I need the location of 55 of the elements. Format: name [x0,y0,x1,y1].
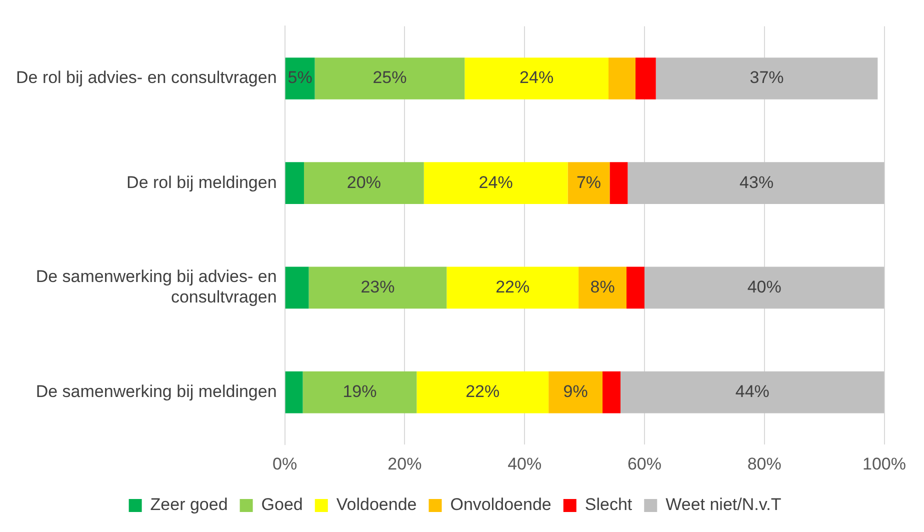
data-label: 43% [740,172,774,192]
y-tick-label: De samenwerking bij advies- en consultvragen [36,267,277,307]
bar [446,266,579,309]
bar [314,58,465,100]
bar [602,371,620,414]
bar [464,58,609,100]
bar [626,266,644,309]
data-label: 19% [342,382,377,401]
bar [548,371,603,414]
data-label: 44% [735,382,770,401]
data-label: 24% [520,68,554,88]
legend-label: Onvoldoende [450,495,552,514]
data-label: 22% [496,277,530,296]
x-tick-label: 0% [272,454,298,474]
data-label: 9% [563,382,588,401]
data-label: 24% [478,172,513,192]
bar [578,266,626,309]
data-label: 23% [360,277,395,296]
legend-label: Slecht [584,495,632,514]
y-tick-label: De rol bij advies- en consultvragen [16,68,277,88]
x-tick-label: 100% [862,454,906,474]
data-label: 40% [747,277,782,296]
legend-label: Weet niet/N.v.T [666,495,782,514]
x-tick-label: 80% [747,454,782,474]
bar [416,371,549,414]
bar [304,162,424,204]
bar [628,162,884,204]
legend-label: Zeer goed [150,495,228,514]
data-label: 25% [372,68,407,88]
x-tick-label: 20% [388,454,422,474]
bar [608,58,636,100]
data-label: 37% [750,68,784,88]
bar [620,371,884,414]
data-label: 20% [346,172,381,192]
bar [568,162,610,204]
y-tick-label: De rol bij meldingen [126,172,277,192]
x-tick-label: 40% [508,454,542,474]
y-tick-label: De samenwerking bij meldingen [36,382,277,401]
data-label: 8% [590,277,615,296]
data-label: 5% [288,68,312,88]
x-tick-label: 60% [627,454,662,474]
bar [656,58,878,100]
bar [285,162,304,204]
data-label: 22% [466,382,500,401]
bar [635,58,656,100]
bar [308,266,447,309]
data-label: 7% [576,172,602,192]
bar [285,266,309,309]
bar [285,371,303,414]
bar [644,266,884,309]
bar [424,162,568,204]
bar [302,371,417,414]
bar [610,162,628,204]
legend-label: Voldoende [336,495,417,514]
legend-label: Goed [261,495,303,514]
